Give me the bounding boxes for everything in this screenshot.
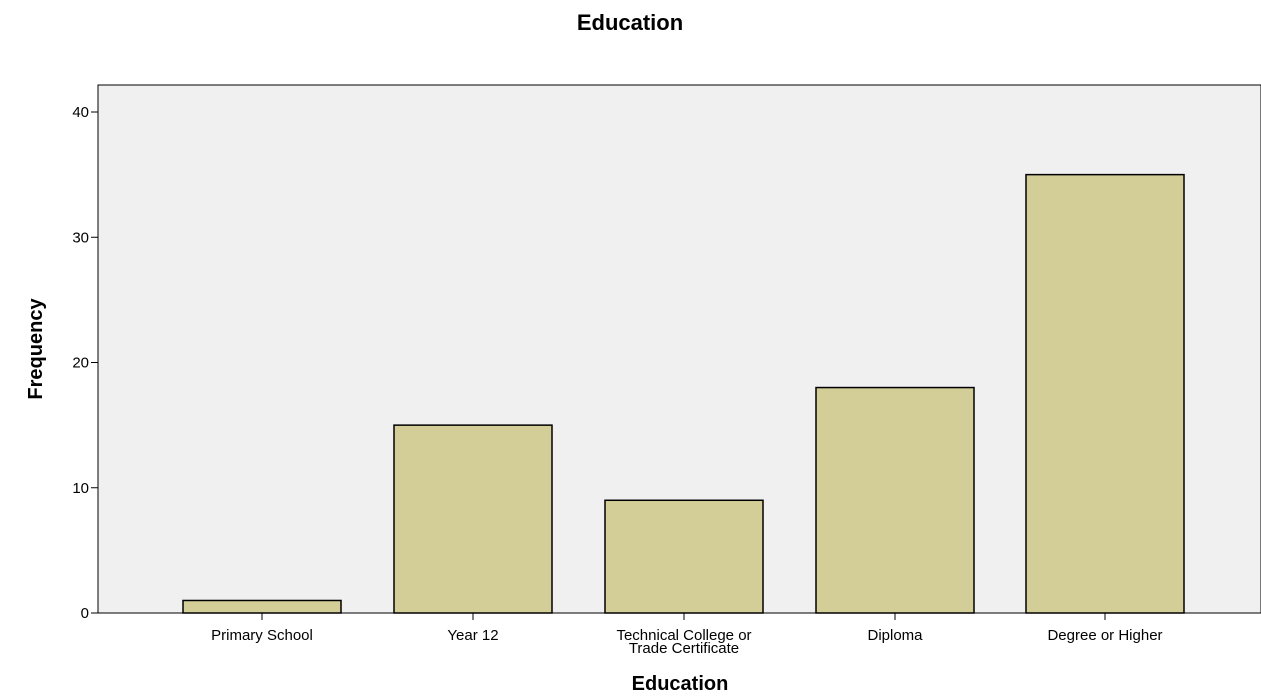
bar [182,599,342,614]
y-axis: 0 10 20 30 40 [72,104,98,622]
y-axis-title: Frequency [25,298,47,400]
x-category-label: Diploma [867,627,923,644]
x-axis: Primary School Year 12 Technical College o… [211,613,1163,657]
x-category-label-line: Technical College or [616,627,751,644]
x-category-label-line: Degree or Higher [1047,627,1162,644]
y-tick-label: 0 [81,605,89,622]
x-axis-title: Education [632,673,729,695]
x-category-label-line: Diploma [867,627,923,644]
bars [182,173,1185,614]
x-category-label-line: Trade Certificate [629,640,739,657]
y-tick-label: 40 [72,104,89,121]
x-category-label: Technical College or Trade Certificate [616,627,751,657]
bar [393,424,553,614]
x-category-label: Year 12 [447,627,498,644]
x-category-label-line: Primary School [211,627,313,644]
chart-title: Education [577,10,683,35]
y-tick-label: 30 [72,229,89,246]
bar [604,499,764,614]
bar [1025,173,1185,614]
y-tick-label: 20 [72,355,89,372]
x-category-label: Degree or Higher [1047,627,1162,644]
x-category-label: Primary School [211,627,313,644]
y-tick-label: 10 [72,480,89,497]
bar [815,386,975,614]
x-category-label-line: Year 12 [447,627,498,644]
